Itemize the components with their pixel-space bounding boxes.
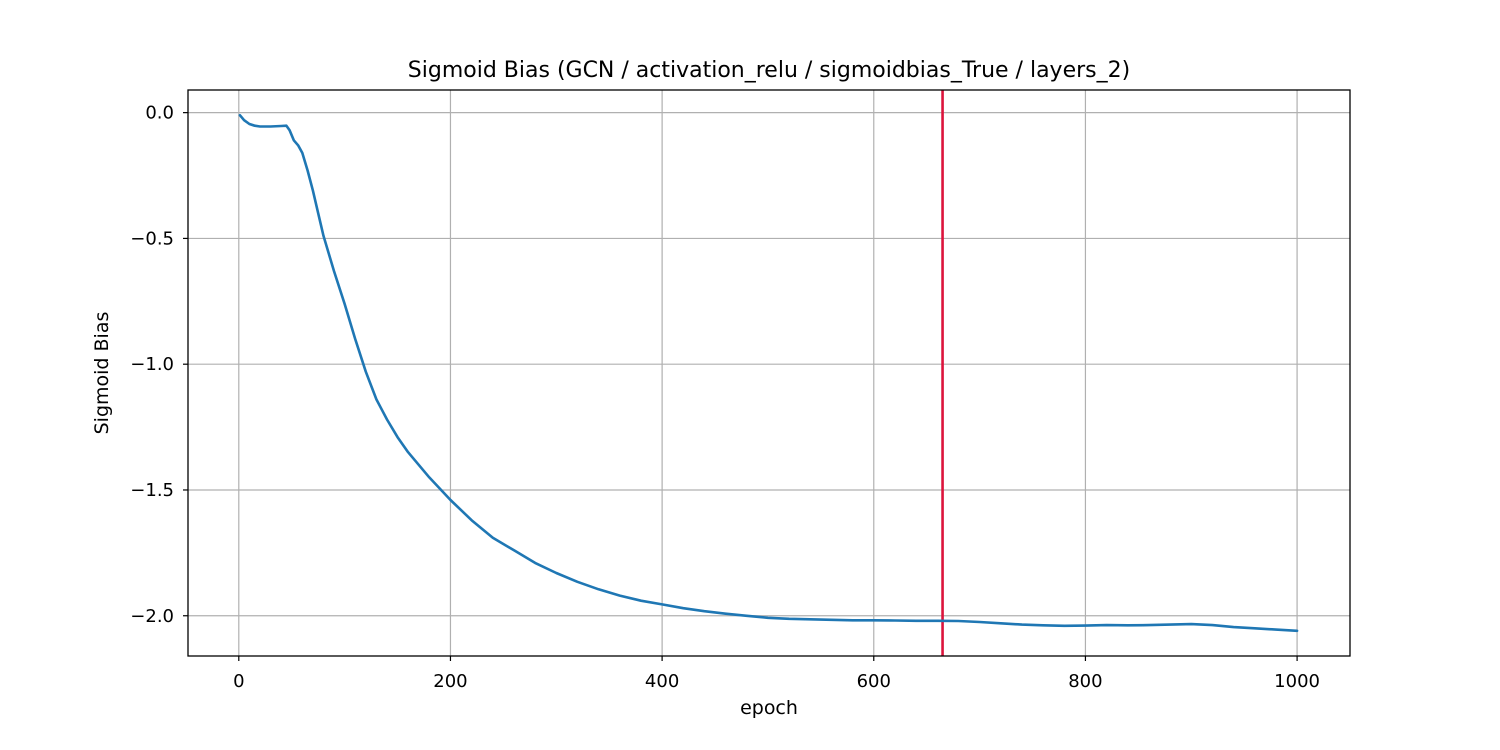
plot-frame [187,89,1351,657]
x-tick-label: 200 [433,671,467,692]
x-axis-ticks: 0 200 400 600 800 1000 [233,656,1320,692]
x-tick-label: 400 [645,671,679,692]
y-axis-ticks: 0.0 −0.5 −1.0 −1.5 −2.0 [130,103,188,627]
series-line [238,113,1299,633]
x-tick-label: 1000 [1274,671,1320,692]
y-tick-label: −1.5 [130,480,174,501]
x-tick-label: 800 [1068,671,1102,692]
y-axis-label: Sigmoid Bias [91,312,113,435]
series-lines [238,113,1299,633]
x-tick-label: 600 [857,671,891,692]
y-tick-label: 0.0 [145,103,174,124]
y-tick-label: −0.5 [130,228,174,249]
y-tick-label: −1.0 [130,354,174,375]
x-axis-label: epoch [740,697,798,719]
x-tick-label: 0 [233,671,244,692]
y-tick-label: −2.0 [130,606,174,627]
grid [188,90,1350,656]
chart-title: Sigmoid Bias (GCN / activation_relu / si… [408,58,1130,83]
